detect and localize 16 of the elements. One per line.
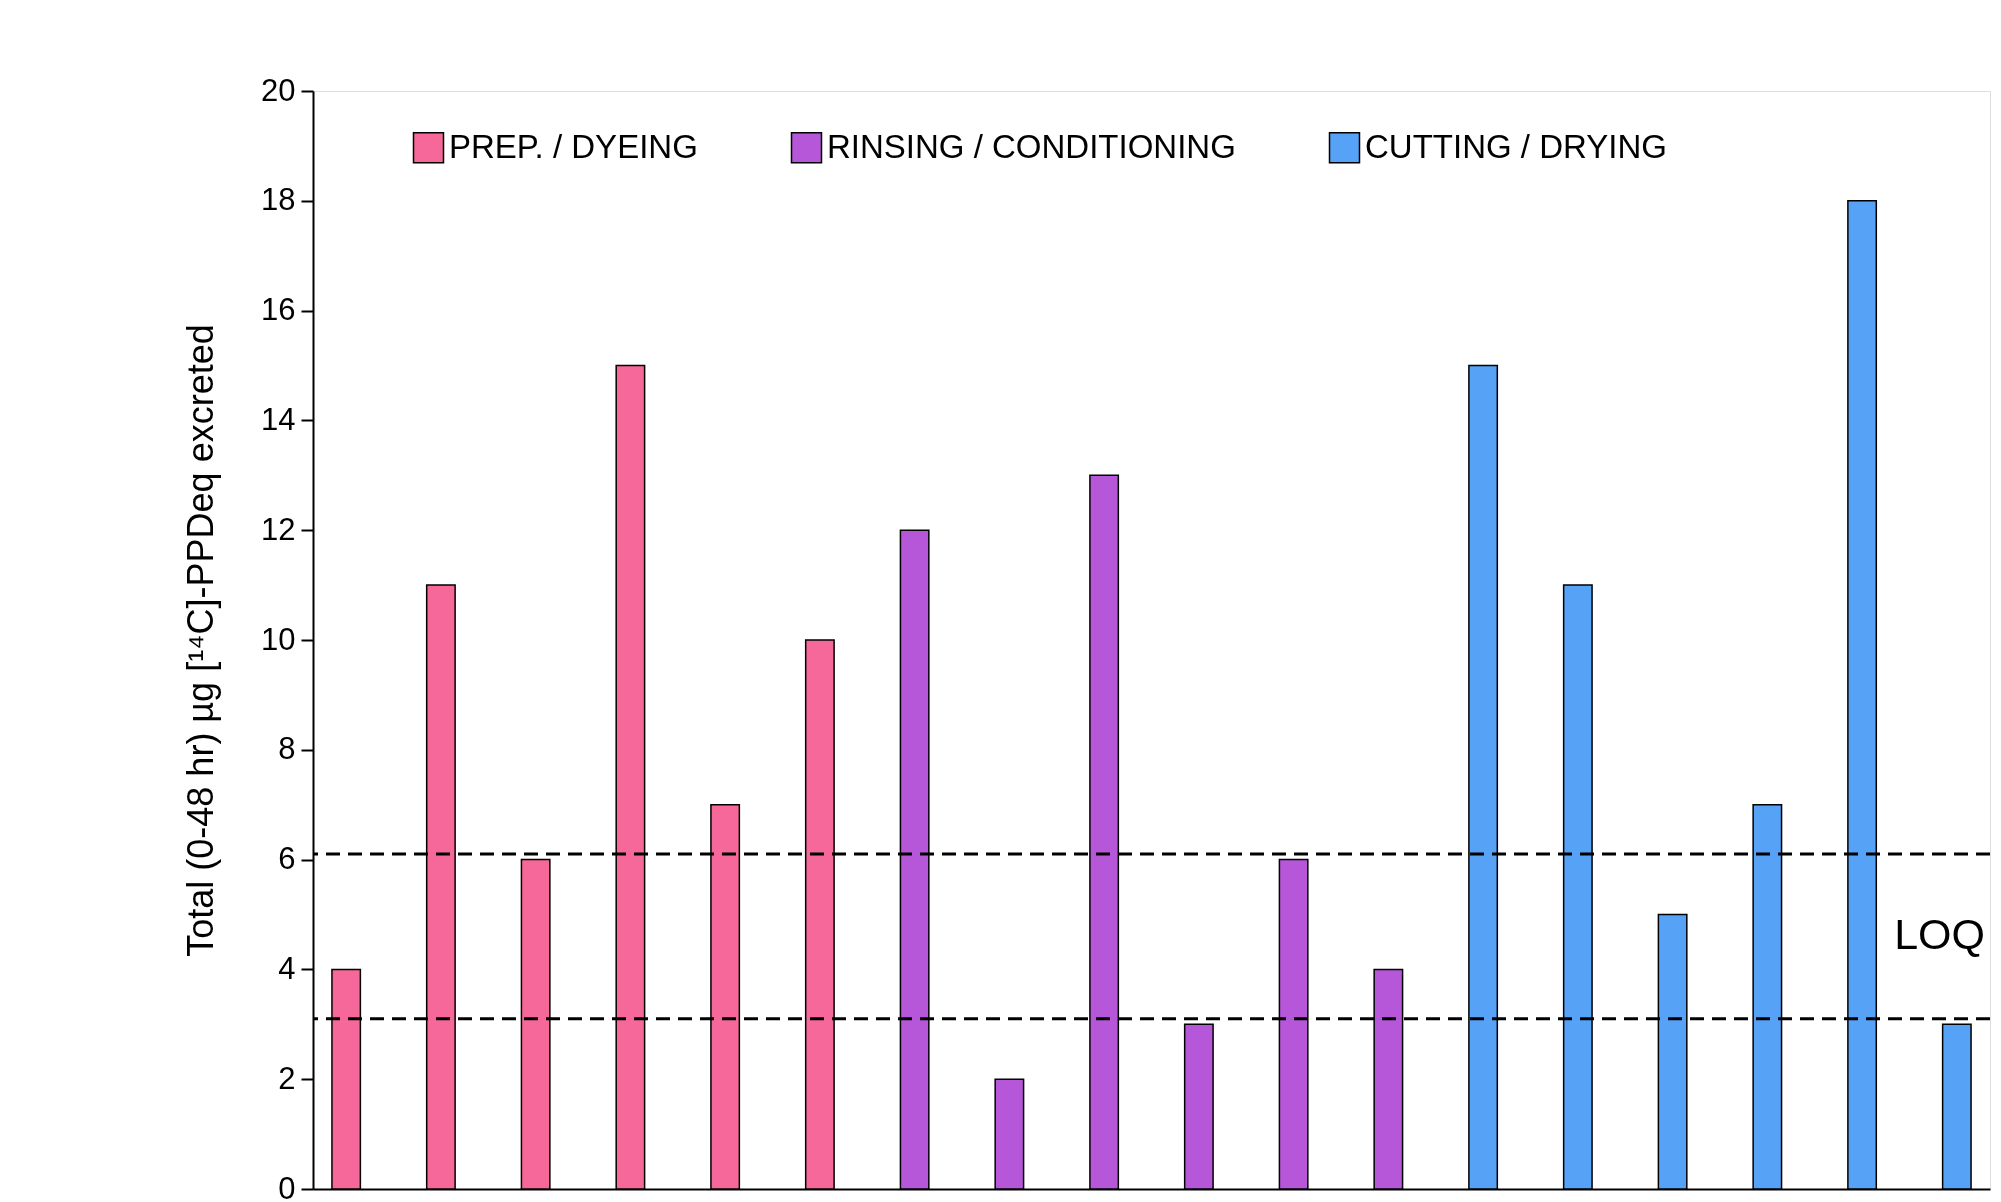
annotation: LOQ: [1894, 910, 1985, 959]
y-tick-label: 20: [261, 72, 296, 108]
y-tick-label: 16: [261, 292, 296, 328]
y-tick-label: 0: [278, 1170, 296, 1202]
y-tick-label: 12: [261, 511, 296, 547]
legend-label: PREP. / DYEING: [449, 127, 698, 165]
legend-label: RINSING / CONDITIONING: [827, 127, 1236, 165]
y-tick-label: 14: [261, 401, 296, 437]
y-tick-label: 8: [278, 731, 296, 767]
legend-label: CUTTING / DRYING: [1365, 127, 1667, 165]
y-tick-label: 6: [278, 841, 296, 877]
y-tick-label: 10: [261, 621, 296, 657]
y-tick-label: 18: [261, 182, 296, 218]
y-axis-title: Total (0-48 hr) µg [¹⁴C]-PPDeq excreted: [180, 324, 222, 957]
y-tick-label: 4: [278, 950, 296, 986]
y-tick-label: 2: [278, 1060, 296, 1096]
